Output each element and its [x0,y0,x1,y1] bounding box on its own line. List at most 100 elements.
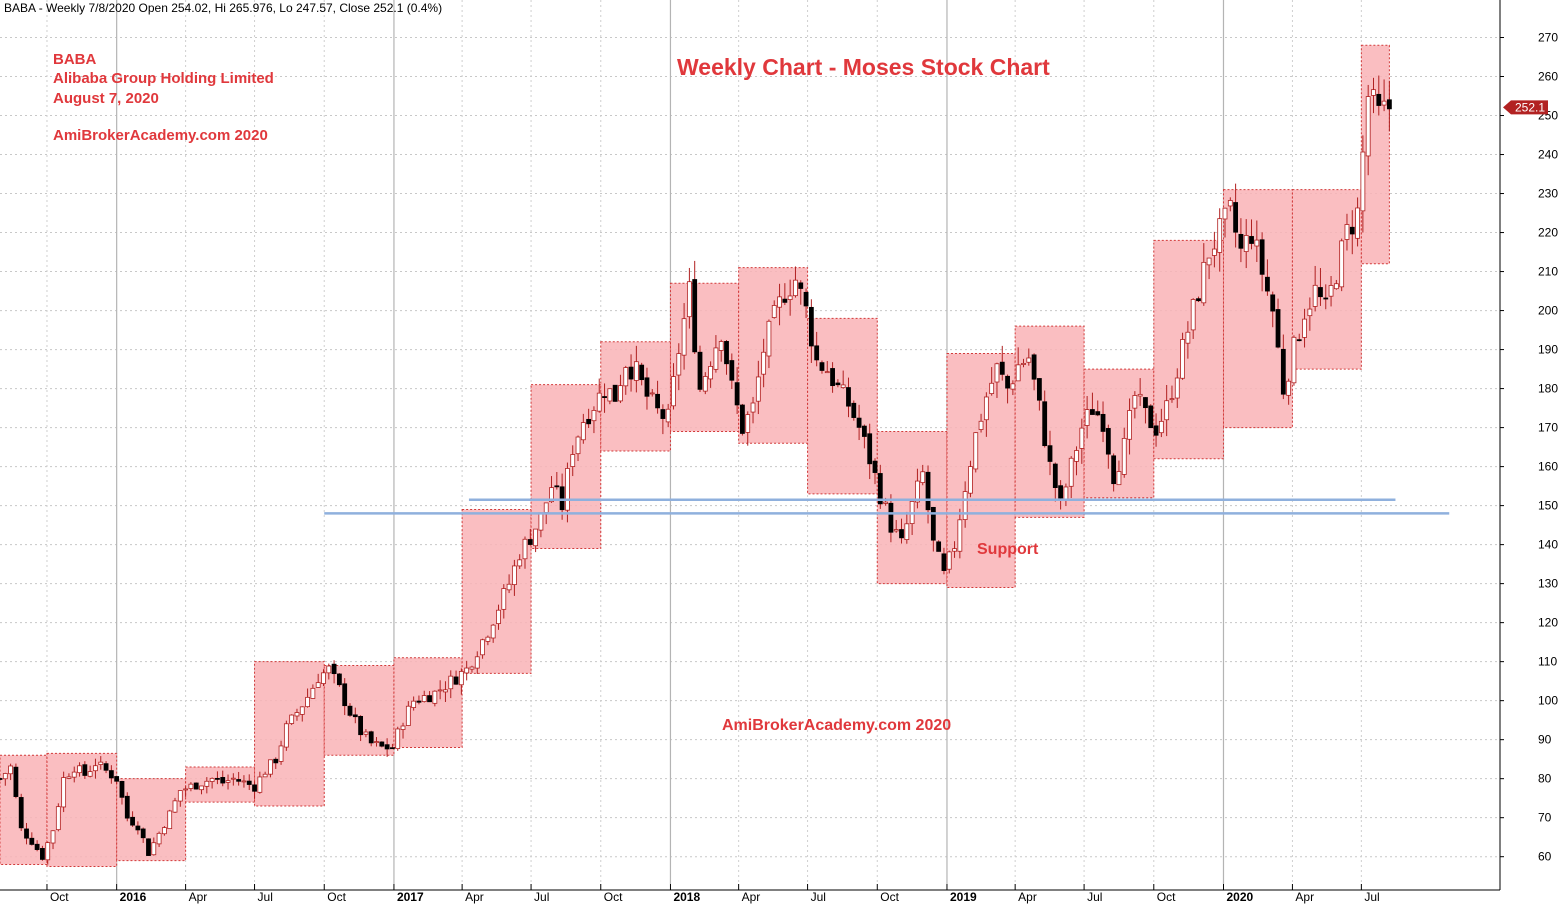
candle [1270,294,1276,312]
candle [257,776,263,793]
candle [1036,378,1042,401]
candle [957,519,963,552]
candle [411,700,417,708]
x-tick-label: Jul [534,890,549,904]
price-tag-label: 252.1 [1515,100,1545,114]
candle [183,788,189,791]
candle [904,523,910,540]
candle [734,382,740,406]
candle [1185,331,1191,344]
candle [146,838,151,856]
y-tick-label: 100 [1538,694,1558,708]
candle [745,414,751,433]
candle [591,410,597,422]
candle [82,764,88,776]
y-tick-label: 70 [1538,811,1552,825]
candle [55,806,61,831]
candle [1349,226,1355,235]
candle [533,528,539,547]
candle [1238,233,1244,249]
candle [151,842,157,856]
candle [1127,410,1132,440]
x-tick-label: Oct [880,890,899,904]
candle [93,765,98,772]
candle [437,689,443,692]
candle [888,502,894,533]
candle [50,830,56,844]
candle [474,656,480,669]
candle [321,672,326,684]
candle [840,384,846,389]
candle [983,396,989,421]
candle [443,689,448,693]
candle [824,371,830,374]
candle [273,758,279,764]
candle [1243,235,1249,252]
candle [639,364,645,381]
chart-title: Weekly Chart - Moses Stock Chart [677,54,1050,80]
candle [1333,283,1339,290]
candle [527,539,533,545]
candle [1026,357,1032,363]
candle [1153,425,1159,436]
candle [336,673,342,686]
candle [543,502,549,513]
y-tick-label: 110 [1538,655,1557,669]
range-box [116,778,187,862]
x-tick-label: Oct [327,890,346,904]
candle [1005,375,1010,389]
candle [358,715,364,736]
candle [899,529,904,539]
candle [511,565,517,586]
candle [98,761,104,765]
candle [565,468,570,511]
candle [1323,297,1329,300]
y-tick-label: 210 [1538,265,1558,279]
candle [1328,285,1334,297]
x-tick-label: Apr [189,890,208,904]
candle [777,296,782,308]
candle [1132,395,1138,409]
candle [1095,411,1101,416]
candle [628,366,634,380]
candle [480,639,485,656]
range-box [323,665,395,756]
candle [1302,318,1307,338]
candle [1042,401,1048,447]
candle [368,731,374,744]
candle [1312,284,1318,307]
candle [469,666,475,670]
candle [946,551,952,570]
candle [421,695,427,703]
candle [1222,207,1228,220]
candle [124,795,130,819]
x-tick-label: Jul [811,890,826,904]
candle [538,512,544,531]
candle [1206,257,1212,266]
range-box [807,317,878,495]
candle [1158,420,1164,434]
candle [390,747,395,750]
candle [87,771,93,777]
x-tick-label: Jul [258,890,273,904]
candle [962,491,968,520]
candle [66,776,72,779]
candle [713,347,719,370]
candle [1318,287,1323,298]
candle [172,800,178,813]
candle [867,433,873,465]
candle [819,362,825,371]
candle [660,409,666,419]
candle [405,705,411,726]
candle [671,376,676,407]
candle [299,706,305,715]
candle [1265,276,1270,292]
candle [1174,377,1180,399]
y-tick-label: 200 [1538,304,1558,318]
candle [331,663,337,675]
candle [697,351,703,390]
candle [416,700,422,703]
candle [448,675,454,690]
y-tick-label: 150 [1538,499,1558,513]
candle [61,777,67,808]
